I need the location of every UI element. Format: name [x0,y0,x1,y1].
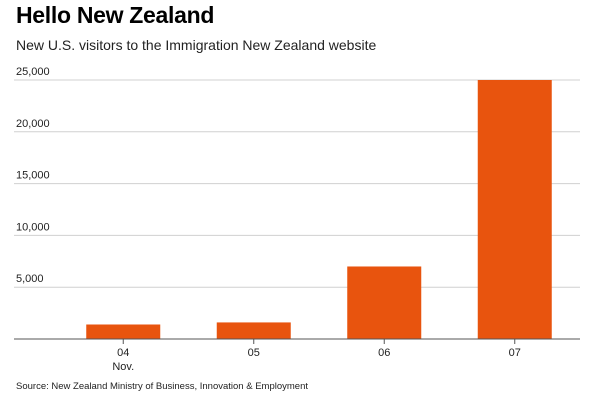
chart-title: Hello New Zealand [16,2,215,28]
bar-05 [216,322,291,339]
bar-04 [86,324,161,339]
x-tick-label: 05 [248,347,260,359]
bar-07 [477,80,552,339]
y-axis-ticks: 5,000 10,000 15,000 20,000 25,000 [16,66,50,285]
y-tick-label: 15,000 [16,170,50,182]
x-tick-sublabel: Nov. [112,361,134,373]
x-tick-label: 07 [509,347,521,359]
y-tick-label: 25,000 [16,66,50,78]
source-note: Source: New Zealand Ministry of Business… [16,381,308,392]
x-tick-label: 04 [117,347,129,359]
bar-06 [347,266,422,339]
chart-subtitle: New U.S. visitors to the Immigration New… [16,37,377,53]
bars [86,80,552,339]
y-tick-label: 10,000 [16,221,50,233]
y-tick-label: 5,000 [16,273,44,285]
x-axis-ticks: 04 Nov. 05 06 07 [112,339,521,373]
x-tick-label: 06 [378,347,390,359]
y-tick-label: 20,000 [16,118,50,130]
